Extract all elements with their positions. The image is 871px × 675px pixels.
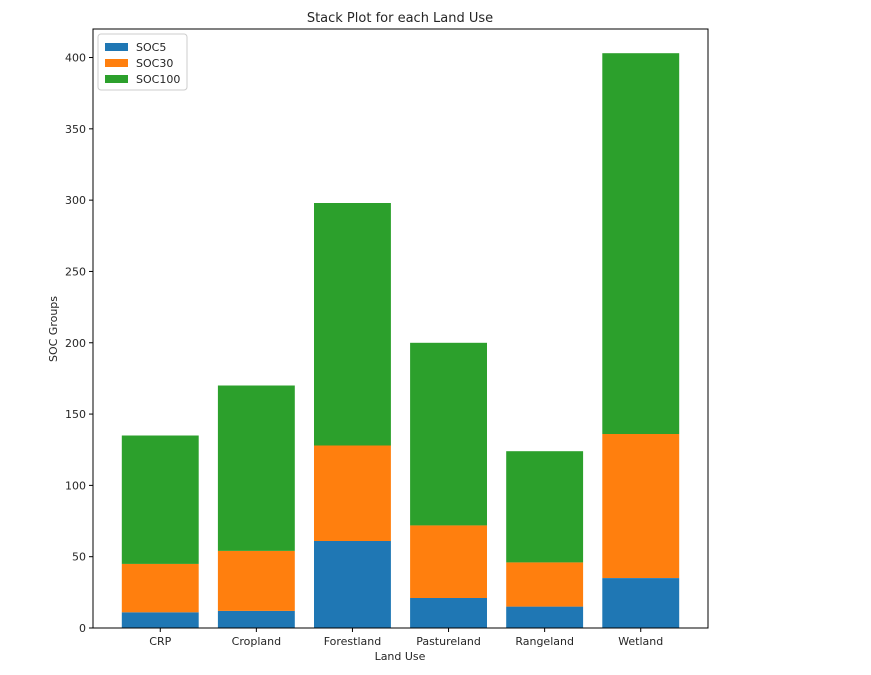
bar-soc30-forestland xyxy=(314,445,391,541)
bar-soc30-pastureland xyxy=(410,525,487,598)
x-tick-label-cropland: Cropland xyxy=(232,635,281,648)
y-axis: 0 50 100 150 200 250 300 350 400 xyxy=(65,52,93,635)
bars-layer xyxy=(121,53,680,628)
x-tick-label-pastureland: Pastureland xyxy=(416,635,481,648)
y-tick-label: 200 xyxy=(65,337,86,350)
y-tick-label: 400 xyxy=(65,52,86,65)
bar-soc5-rangeland xyxy=(506,606,584,628)
x-axis-title: Land Use xyxy=(375,650,426,663)
bar-soc5-cropland xyxy=(217,610,295,628)
y-tick-label: 50 xyxy=(72,551,86,564)
x-tick-label-crp: CRP xyxy=(149,635,171,648)
bar-soc100-forestland xyxy=(314,203,391,446)
y-tick-label: 100 xyxy=(65,479,86,492)
y-tick-label: 300 xyxy=(65,194,86,207)
bar-soc30-wetland xyxy=(602,434,680,578)
y-tick-label: 250 xyxy=(65,265,86,278)
legend-label-soc30: SOC30 xyxy=(136,57,173,70)
chart-title: Stack Plot for each Land Use xyxy=(307,11,493,26)
bar-soc100-rangeland xyxy=(506,451,584,563)
legend-label-soc5: SOC5 xyxy=(136,41,166,54)
bar-soc30-crp xyxy=(121,563,199,613)
legend: SOC5 SOC30 SOC100 xyxy=(97,33,188,91)
y-tick-label: 150 xyxy=(65,408,86,421)
x-tick-label-forestland: Forestland xyxy=(324,635,382,648)
legend-swatch-soc100 xyxy=(105,75,128,83)
bar-soc5-forestland xyxy=(314,541,391,628)
bar-soc100-cropland xyxy=(217,385,295,551)
bar-soc100-crp xyxy=(121,435,199,564)
legend-swatch-soc30 xyxy=(105,59,128,67)
legend-label-soc100: SOC100 xyxy=(136,73,180,86)
legend-swatch-soc5 xyxy=(105,43,128,51)
plot-frame xyxy=(92,28,709,629)
bar-soc30-rangeland xyxy=(506,562,584,607)
y-axis-title: SOC Groups xyxy=(47,296,60,362)
y-tick-label: 0 xyxy=(79,622,86,635)
y-tick-label: 350 xyxy=(65,123,86,136)
bar-soc5-wetland xyxy=(602,578,680,628)
bar-soc100-wetland xyxy=(602,53,680,434)
x-tick-label-rangeland: Rangeland xyxy=(515,635,574,648)
bar-soc5-pastureland xyxy=(410,598,487,628)
x-tick-label-wetland: Wetland xyxy=(618,635,663,648)
x-axis: CRP Cropland Forestland Pastureland Rangelan… xyxy=(149,628,663,648)
bar-soc100-pastureland xyxy=(410,342,487,526)
bar-soc5-crp xyxy=(121,612,199,628)
bar-soc30-cropland xyxy=(217,551,295,611)
